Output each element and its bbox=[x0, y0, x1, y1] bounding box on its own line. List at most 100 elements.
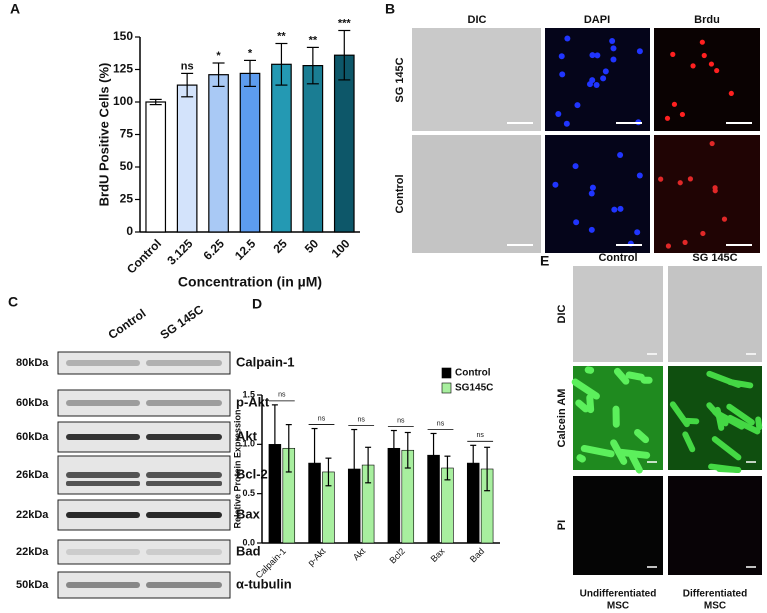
cell bbox=[575, 399, 590, 413]
y-tick-label: 50 bbox=[120, 159, 134, 173]
protein-label: Akt bbox=[236, 428, 258, 443]
panel-letter: E bbox=[540, 253, 549, 269]
image bbox=[412, 135, 541, 253]
cell bbox=[679, 111, 686, 118]
cell bbox=[611, 206, 618, 213]
protein-label: Bax bbox=[236, 506, 261, 521]
cell bbox=[726, 403, 755, 426]
significance: ns bbox=[278, 392, 286, 399]
x-axis-label: Concentration (in µM) bbox=[178, 274, 322, 290]
western-blot bbox=[57, 351, 231, 599]
image bbox=[668, 476, 762, 575]
cell bbox=[712, 188, 718, 194]
cell bbox=[559, 71, 566, 78]
cell bbox=[714, 67, 720, 74]
band bbox=[146, 582, 222, 588]
y-tick-label: 0.0 bbox=[242, 537, 255, 547]
cell bbox=[617, 151, 624, 158]
row-header: Control bbox=[394, 174, 406, 213]
molecular-weight: 26kDa bbox=[16, 469, 49, 481]
legend-swatch bbox=[441, 382, 452, 394]
bar bbox=[239, 72, 261, 233]
cell bbox=[602, 68, 609, 75]
cell bbox=[726, 379, 754, 389]
y-tick-label: 75 bbox=[120, 127, 134, 141]
bar bbox=[333, 54, 355, 233]
cell bbox=[600, 75, 607, 82]
significance: ns bbox=[437, 420, 445, 427]
significance: ns bbox=[476, 432, 484, 439]
group-label: Undifferentiated bbox=[580, 589, 657, 600]
bar bbox=[145, 101, 167, 233]
cell bbox=[636, 172, 643, 179]
panel-letter: D bbox=[252, 296, 262, 312]
blot-strip bbox=[57, 389, 231, 417]
column-header: SG 145C bbox=[692, 252, 737, 264]
image bbox=[654, 28, 760, 131]
band bbox=[146, 512, 222, 518]
cell bbox=[671, 101, 678, 107]
significance: ns bbox=[318, 415, 326, 422]
x-tick-label: p-Akt bbox=[306, 546, 328, 568]
bar bbox=[208, 74, 229, 233]
cell bbox=[700, 230, 706, 237]
column-header: DIC bbox=[468, 14, 487, 26]
cell bbox=[682, 239, 688, 245]
cell bbox=[728, 90, 734, 97]
cell bbox=[634, 428, 650, 444]
band bbox=[146, 549, 222, 555]
group-label: MSC bbox=[607, 601, 629, 612]
band bbox=[146, 400, 222, 406]
cell bbox=[564, 35, 571, 42]
image bbox=[654, 135, 760, 253]
legend-label: SG145C bbox=[455, 383, 493, 394]
image bbox=[573, 266, 663, 362]
significance: ** bbox=[277, 30, 286, 42]
image bbox=[668, 266, 762, 362]
blot-strip bbox=[57, 351, 231, 375]
molecular-weight: 50kDa bbox=[16, 579, 49, 591]
y-tick-label: 100 bbox=[113, 94, 133, 108]
cell bbox=[589, 52, 596, 59]
protein-label: Calpain-1 bbox=[236, 354, 295, 369]
cell bbox=[664, 115, 671, 121]
cell bbox=[572, 163, 579, 170]
cell bbox=[617, 205, 624, 212]
x-tick-label: Control bbox=[124, 236, 164, 276]
x-tick-label: Bad bbox=[468, 546, 486, 564]
y-axis-label: BrdU Positive Cells (%) bbox=[96, 63, 111, 207]
y-tick-label: 0.5 bbox=[242, 488, 255, 498]
x-tick-label: 6.25 bbox=[201, 236, 228, 263]
cell bbox=[628, 452, 643, 474]
cell bbox=[613, 367, 630, 385]
cell bbox=[677, 180, 683, 186]
column-header: DAPI bbox=[584, 14, 610, 26]
cell bbox=[610, 439, 628, 465]
cell bbox=[593, 82, 600, 89]
cell bbox=[755, 416, 763, 431]
molecular-weight: 60kDa bbox=[16, 431, 49, 443]
row-header: Calcein AM bbox=[556, 389, 568, 448]
cell bbox=[701, 52, 707, 59]
cell bbox=[711, 436, 742, 461]
band bbox=[146, 434, 222, 440]
panel-letter: A bbox=[10, 1, 20, 17]
cell bbox=[658, 176, 664, 182]
cell bbox=[682, 431, 696, 453]
x-tick-label: Bcl2 bbox=[387, 546, 406, 565]
group-label: Differentiated bbox=[683, 589, 747, 600]
significance: ns bbox=[181, 60, 194, 72]
band bbox=[66, 472, 140, 478]
blot-strip bbox=[57, 571, 231, 599]
band bbox=[66, 512, 140, 518]
cell bbox=[563, 120, 570, 127]
x-tick-label: 50 bbox=[302, 236, 322, 256]
molecular-weight: 22kDa bbox=[16, 546, 49, 558]
significance: ns bbox=[357, 416, 365, 423]
cell bbox=[625, 371, 645, 381]
cell bbox=[576, 454, 586, 463]
cell bbox=[699, 39, 705, 45]
legend-swatch bbox=[441, 367, 452, 379]
cell bbox=[589, 184, 596, 191]
panel-letter: B bbox=[385, 1, 395, 17]
